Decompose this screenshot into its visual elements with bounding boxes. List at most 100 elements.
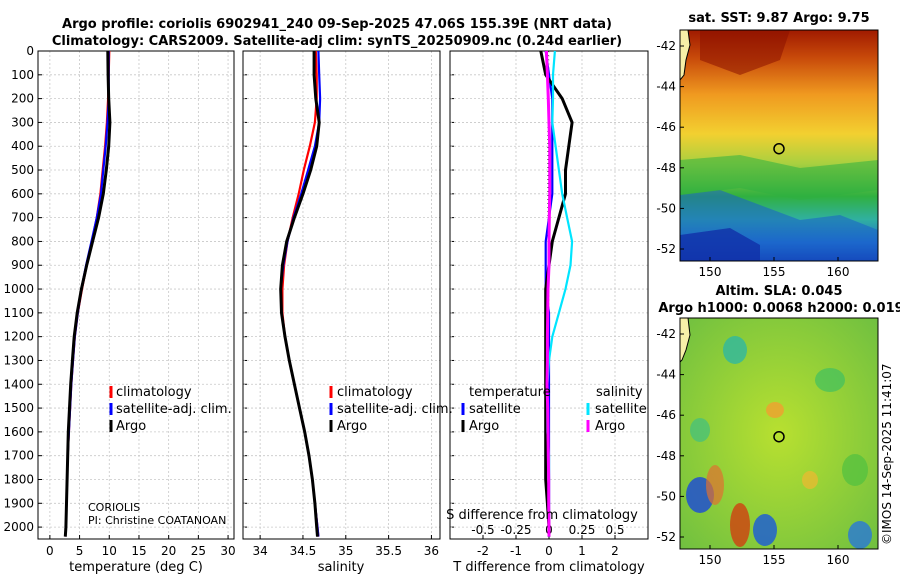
top-x-tick-label: -0.5 [471, 523, 494, 537]
sla-blob [690, 418, 710, 442]
sst-warm-core [700, 30, 790, 75]
lat-tick-label: -42 [656, 327, 676, 341]
lat-tick-label: -44 [656, 368, 676, 382]
series-salinity-satellite [546, 50, 574, 537]
x-tick-label: 1 [578, 544, 586, 558]
sla-blob [815, 368, 845, 392]
series-satellite-adj-clim [64, 51, 110, 537]
x-tick-label: 35 [338, 544, 353, 558]
sst-map-frame [679, 29, 879, 262]
salinity-panel: 34 34.5 35 35.5 36 salinity climatology sate… [242, 50, 453, 575]
sla-blob [723, 336, 747, 364]
y-tick-label: 800 [11, 234, 34, 248]
temperature-axes [37, 50, 235, 540]
legend-label-satellite: satellite-adj. clim. [337, 402, 453, 417]
x-tick-label: 35.5 [375, 544, 402, 558]
y-tick-label: 1500 [3, 401, 34, 415]
legend-label-climatology: climatology [116, 385, 192, 400]
pi-note: PI: Christine COATANOAN [88, 514, 226, 527]
legend-label-s-satellite: satellite [595, 402, 647, 417]
legend-title-temperature: temperature [469, 385, 551, 400]
sla-field [680, 318, 878, 549]
sst-map: sat. SST: 9.87 Argo: 9.75 -42 -44 -46 -48 -5… [656, 11, 879, 279]
top-x-tick-label: -0.25 [500, 523, 531, 537]
lat-tick-label: -46 [656, 120, 676, 134]
lat-tick-label: -52 [656, 242, 676, 256]
lon-tick-label: 150 [699, 265, 722, 279]
timestamp: ©IMOS 14-Sep-2025 11:41:07 [880, 363, 894, 545]
salinity-axes [242, 50, 441, 540]
argo-location-marker [773, 430, 785, 443]
series-climatology [64, 50, 111, 537]
sst-cold-patch [680, 228, 760, 261]
sla-map: Altim. SLA: 0.045 Argo h1000: 0.0068 h20… [656, 284, 900, 567]
legend-label-t-argo: Argo [469, 419, 499, 434]
x-tick-label: -2 [477, 544, 489, 558]
sla-map-title1: Altim. SLA: 0.045 [716, 284, 843, 299]
y-tick-label: 600 [11, 187, 34, 201]
lat-tick-label: -50 [656, 489, 676, 503]
sla-map-frame [679, 317, 879, 550]
temperature-legend: climatology satellite-adj. clim. Argo [109, 385, 232, 434]
sst-map-title: sat. SST: 9.87 Argo: 9.75 [688, 11, 869, 26]
sst-green-band [680, 155, 878, 200]
salinity-legend: climatology satellite-adj. clim. Argo [329, 385, 453, 434]
top-x-tick-label: 0.5 [605, 523, 624, 537]
argo-location-marker [773, 142, 785, 155]
y-tick-label: 900 [11, 258, 34, 272]
top-x-tick-label: 0.25 [569, 523, 596, 537]
series-temperature-argo [539, 50, 574, 537]
legend-label-argo: Argo [116, 419, 146, 434]
legend-label-satellite: satellite-adj. clim. [116, 402, 232, 417]
lat-tick-label: -46 [656, 408, 676, 422]
difference-xlabel: T difference from climatology [452, 560, 645, 575]
legend-title-salinity: salinity [596, 385, 643, 400]
lon-tick-label: 150 [699, 553, 722, 567]
y-tick-label: 1700 [3, 449, 34, 463]
sla-blob [848, 521, 872, 549]
legend-label-climatology: climatology [337, 385, 413, 400]
lon-tick-label: 160 [827, 265, 850, 279]
sla-map-title2: Argo h1000: 0.0068 h2000: 0.019 [658, 301, 900, 316]
temperature-xlabel: temperature (deg C) [69, 560, 203, 575]
lat-tick-label: -52 [656, 530, 676, 544]
lat-tick-label: -42 [656, 39, 676, 53]
x-tick-label: -1 [510, 544, 522, 558]
coastline [680, 30, 691, 81]
salinity-xlabel: salinity [318, 560, 365, 575]
y-tick-label: 1400 [3, 377, 34, 391]
series-argo [63, 50, 112, 537]
x-tick-label: 15 [131, 544, 146, 558]
y-tick-label: 0 [26, 44, 34, 58]
lat-tick-label: -44 [656, 80, 676, 94]
y-tick-label: 1100 [3, 306, 34, 320]
x-tick-label: 30 [220, 544, 235, 558]
sla-blob [753, 514, 777, 546]
y-tick-label: 300 [11, 115, 34, 129]
lon-tick-label: 155 [763, 265, 786, 279]
x-tick-label: 10 [102, 544, 117, 558]
lon-tick-label: 160 [827, 553, 850, 567]
y-tick-label: 1200 [3, 330, 34, 344]
series-argo [279, 51, 321, 537]
x-tick-label: 5 [76, 544, 84, 558]
difference-top-xlabel: S difference from climatology [446, 508, 638, 523]
figure-title-line2: Climatology: CARS2009. Satellite-adj cli… [52, 34, 622, 49]
x-tick-label: 34 [252, 544, 267, 558]
x-tick-label: 34.5 [290, 544, 317, 558]
y-tick-label: 400 [11, 139, 34, 153]
x-tick-label: 20 [161, 544, 176, 558]
series-climatology [281, 50, 320, 537]
y-tick-label: 700 [11, 211, 34, 225]
y-tick-label: 1900 [3, 496, 34, 510]
x-tick-label: 2 [611, 544, 619, 558]
difference-legend: temperature salinity satellite Argo sate… [461, 385, 647, 434]
lon-tick-label: 155 [763, 553, 786, 567]
y-tick-label: 2000 [3, 520, 34, 534]
lat-tick-label: -48 [656, 449, 676, 463]
sla-blob [706, 465, 724, 505]
legend-label-t-satellite: satellite [469, 402, 521, 417]
y-tick-label: 200 [11, 92, 34, 106]
y-tick-label: 100 [11, 68, 34, 82]
